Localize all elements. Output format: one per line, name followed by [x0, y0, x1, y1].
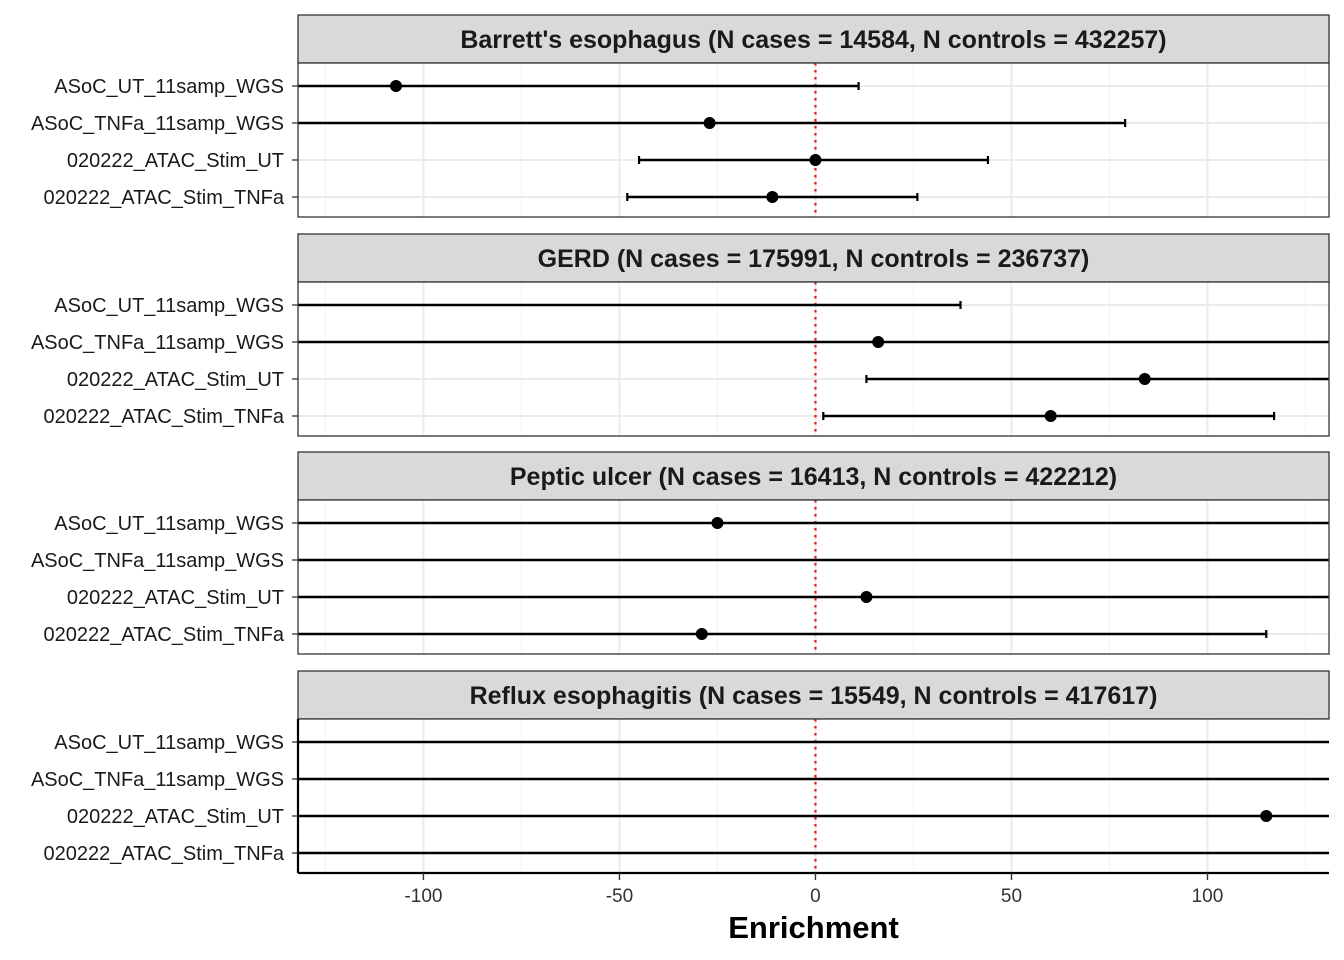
estimate-point [703, 117, 716, 129]
panel-background [298, 719, 1329, 873]
panel-background [298, 282, 1329, 436]
row-label: ASoC_TNFa_11samp_WGS [31, 332, 284, 354]
facet-strip [297, 233, 1330, 283]
estimate-point [1260, 810, 1273, 822]
estimate-point [1044, 410, 1057, 422]
estimate-point [390, 80, 403, 92]
row-label: 020222_ATAC_Stim_UT [67, 587, 284, 609]
facet-strip [297, 14, 1330, 64]
panel-background [298, 500, 1329, 654]
panel-border [297, 62, 1330, 218]
x-axis: -100 -50 0 50 100 [404, 873, 1223, 907]
x-tick-label: -100 [404, 886, 442, 907]
row-label: 020222_ATAC_Stim_UT [67, 806, 284, 828]
row-label: 020222_ATAC_Stim_UT [67, 150, 284, 172]
facet-strip [297, 451, 1330, 501]
facet-panel: Barrett's esophagus (N cases = 14584, N … [31, 14, 1330, 218]
estimate-point [695, 628, 708, 640]
row-label: 020222_ATAC_Stim_UT [67, 369, 284, 391]
estimate-point [809, 154, 822, 166]
row-label: ASoC_TNFa_11samp_WGS [31, 550, 284, 572]
row-label: ASoC_TNFa_11samp_WGS [31, 769, 284, 791]
row-label: 020222_ATAC_Stim_TNFa [44, 624, 285, 646]
x-tick-label: 0 [810, 886, 821, 907]
estimate-point [1138, 373, 1151, 385]
facet-title: Barrett's esophagus (N cases = 14584, N … [460, 26, 1166, 54]
panel-border [297, 499, 1330, 655]
x-axis-title: Enrichment [728, 910, 899, 945]
facet-title: Reflux esophagitis (N cases = 15549, N c… [470, 682, 1158, 710]
panel-border [297, 281, 1330, 437]
row-label: ASoC_UT_11samp_WGS [54, 513, 284, 535]
facet-title: GERD (N cases = 175991, N controls = 236… [538, 245, 1090, 273]
row-label: ASoC_UT_11samp_WGS [54, 732, 284, 754]
estimate-point [860, 591, 873, 603]
facet-title: Peptic ulcer (N cases = 16413, N control… [510, 463, 1117, 491]
facet-strip [297, 670, 1330, 720]
facet-panel: GERD (N cases = 175991, N controls = 236… [31, 233, 1330, 437]
estimate-point [872, 336, 885, 348]
estimate-point [766, 191, 779, 203]
row-label: 020222_ATAC_Stim_TNFa [44, 843, 285, 865]
row-label: ASoC_TNFa_11samp_WGS [31, 113, 284, 135]
facet-panel: Peptic ulcer (N cases = 16413, N control… [31, 451, 1330, 655]
row-label: 020222_ATAC_Stim_TNFa [44, 406, 285, 428]
panel-background [298, 63, 1329, 217]
facet-panel: Reflux esophagitis (N cases = 15549, N c… [31, 670, 1330, 875]
row-label: ASoC_UT_11samp_WGS [54, 295, 284, 317]
x-tick-label: -50 [606, 886, 633, 907]
estimate-point [711, 517, 724, 529]
row-label: ASoC_UT_11samp_WGS [54, 76, 284, 98]
x-tick-label: 100 [1192, 886, 1224, 907]
row-label: 020222_ATAC_Stim_TNFa [44, 187, 285, 209]
facet-panels: Barrett's esophagus (N cases = 14584, N … [31, 14, 1330, 875]
x-tick-label: 50 [1001, 886, 1022, 907]
